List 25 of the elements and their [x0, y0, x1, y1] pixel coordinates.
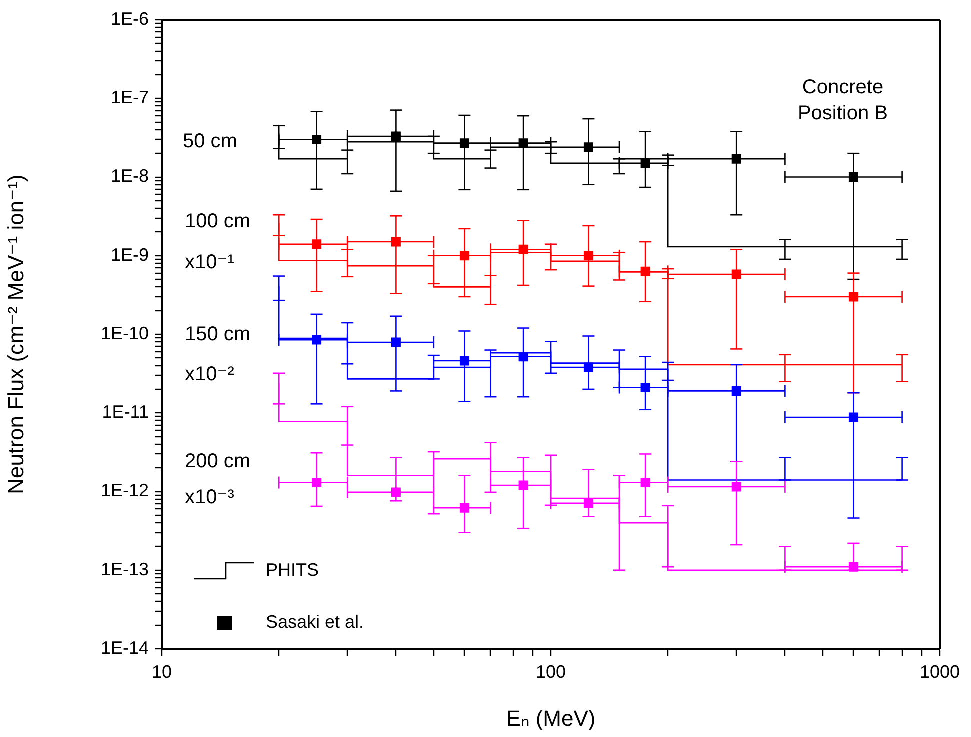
annotation: Position B [798, 102, 888, 125]
x-axis-title: Eₙ (MeV) [506, 706, 596, 731]
annotation: 100 cm [185, 210, 251, 233]
annotation: x10⁻³ [185, 486, 235, 509]
y-tick-label: 1E-6 [110, 8, 149, 29]
y-tick-label: 1E-10 [100, 323, 149, 344]
y-tick-label: 1E-9 [110, 244, 149, 265]
y-tick-label: 1E-7 [110, 88, 149, 108]
y-tick-label: 1E-8 [110, 166, 149, 186]
y-tick-label: 1E-13 [100, 559, 149, 580]
annotation: 150 cm [185, 324, 251, 346]
annotation: 200 cm [185, 450, 251, 473]
annotation: x10⁻¹ [185, 252, 235, 274]
annotation: 50 cm [183, 130, 238, 153]
y-tick-label: 1E-11 [102, 402, 149, 422]
annotation: x10⁻² [185, 364, 235, 386]
y-axis-title: Neutron Flux (cm⁻² MeV⁻¹ ion⁻¹) [3, 174, 28, 494]
x-tick-label: 100 [536, 662, 566, 682]
legend-label: Sasaki et al. [266, 612, 364, 632]
x-tick-label: 1000 [920, 662, 960, 682]
annotation: Concrete [802, 76, 884, 99]
legend-label: PHITS [266, 560, 320, 580]
x-tick-label: 10 [152, 662, 172, 682]
y-tick-label: 1E-14 [100, 638, 149, 658]
y-tick-label: 1E-12 [100, 480, 149, 501]
